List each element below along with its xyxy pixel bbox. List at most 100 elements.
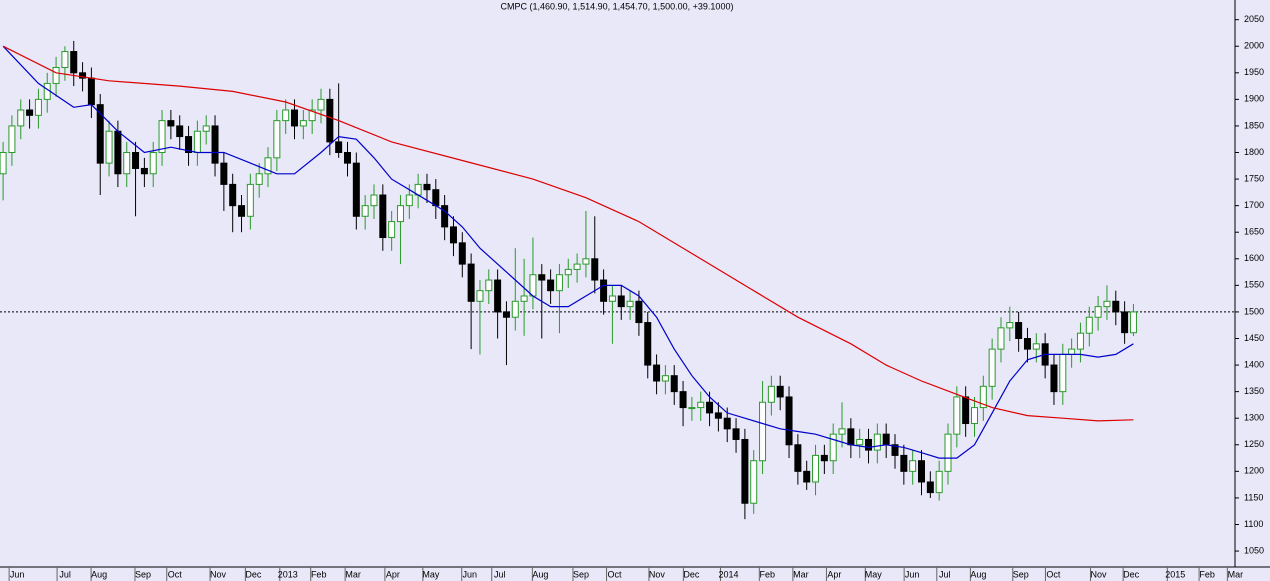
- candle-body: [714, 412, 722, 419]
- y-tick-label: 1850: [1244, 120, 1264, 130]
- candle-body: [388, 221, 396, 239]
- x-tick-label: Nov: [210, 569, 227, 579]
- candle-body: [661, 375, 669, 382]
- candle-body: [158, 120, 166, 154]
- candle-body: [1085, 316, 1093, 334]
- candle-body: [865, 438, 873, 451]
- y-tick-label: 1300: [1244, 413, 1264, 423]
- x-tick-label: Mar: [345, 569, 361, 579]
- y-tick-label: 1650: [1244, 227, 1264, 237]
- candle-body: [670, 375, 678, 393]
- candle-body: [511, 300, 519, 318]
- y-tick-label: 1350: [1244, 386, 1264, 396]
- candle-body: [0, 152, 7, 175]
- candle-body: [87, 77, 95, 106]
- candle-body: [1103, 300, 1111, 308]
- candle-body: [953, 396, 961, 435]
- candle-body: [803, 470, 811, 483]
- moving-average-line: [2, 45, 1134, 459]
- x-tick-label: Jun: [462, 569, 477, 579]
- candle-body: [282, 109, 290, 122]
- y-tick-label: 1200: [1244, 466, 1264, 476]
- chart-title: CMPC (1,460.90, 1,514.90, 1,454.70, 1,50…: [501, 1, 734, 11]
- candle-body: [494, 279, 502, 313]
- x-tick-label: Jun: [905, 569, 920, 579]
- candle-body: [635, 300, 643, 324]
- candle-body: [326, 98, 334, 143]
- x-tick-label: Aug: [532, 569, 548, 579]
- y-tick-label: 1250: [1244, 439, 1264, 449]
- candle-body: [193, 130, 201, 154]
- candle-body: [838, 428, 846, 435]
- candle-body: [299, 120, 307, 127]
- x-tick-label: Mar: [793, 569, 809, 579]
- candle-body: [1112, 300, 1120, 313]
- candle-body: [1023, 337, 1031, 350]
- x-tick-label: Aug: [970, 569, 986, 579]
- candle-body: [820, 454, 828, 462]
- x-tick-label: Nov: [649, 569, 666, 579]
- candle-body: [246, 183, 254, 217]
- x-tick-label: Dec: [683, 569, 700, 579]
- x-tick-label: Dec: [245, 569, 262, 579]
- candle-body: [653, 364, 661, 382]
- candle-body: [785, 396, 793, 446]
- x-tick-label: Mar: [1228, 569, 1244, 579]
- candle-body: [644, 322, 652, 366]
- candle-body: [591, 258, 599, 281]
- candle-body: [308, 109, 316, 122]
- x-tick-label: Jul: [494, 569, 506, 579]
- candle-body: [370, 194, 378, 207]
- candle-body: [573, 263, 581, 270]
- candle-body: [396, 205, 404, 223]
- x-tick-label: 2013: [278, 569, 298, 579]
- candle-body: [96, 104, 104, 164]
- y-tick-label: 1050: [1244, 545, 1264, 555]
- candle-body: [52, 66, 60, 84]
- x-tick-label: Oct: [608, 569, 623, 579]
- candle-body: [432, 189, 440, 207]
- candle-body: [61, 51, 69, 68]
- candle-body: [8, 125, 16, 154]
- candle-body: [317, 98, 325, 111]
- candle-body: [767, 385, 775, 403]
- candle-body: [229, 183, 237, 207]
- candle-body: [997, 327, 1005, 350]
- candle-body: [502, 311, 510, 318]
- candle-body: [759, 401, 767, 462]
- candle-body: [918, 460, 926, 483]
- y-tick-label: 1550: [1244, 280, 1264, 290]
- x-tick-label: Jun: [10, 569, 25, 579]
- y-tick-label: 1150: [1244, 492, 1263, 502]
- candle-body: [220, 162, 228, 185]
- candle-body: [114, 130, 122, 175]
- moving-average-line: [2, 45, 1134, 422]
- candle-body: [202, 125, 210, 132]
- x-tick-label: 2015: [1165, 569, 1185, 579]
- y-tick-label: 1100: [1244, 519, 1263, 529]
- candle-body: [1068, 348, 1076, 355]
- candle-body: [1050, 364, 1058, 393]
- candle-body: [882, 433, 890, 446]
- candle-body: [176, 125, 184, 138]
- candle-body: [847, 428, 855, 446]
- candle-body: [1094, 306, 1102, 318]
- candle-body: [467, 263, 475, 302]
- candle-body: [529, 274, 537, 297]
- candle-body: [17, 109, 25, 127]
- x-tick-label: Feb: [311, 569, 327, 579]
- x-tick-label: Apr: [386, 569, 400, 579]
- candle-body: [900, 454, 908, 472]
- x-tick-label: Oct: [1046, 569, 1061, 579]
- x-tick-label: 2014: [718, 569, 738, 579]
- candle-body: [458, 242, 466, 265]
- candle-body: [891, 444, 899, 456]
- candle-body: [1059, 353, 1067, 393]
- candle-body: [1015, 322, 1023, 339]
- candle-body: [962, 396, 970, 425]
- candle-body: [379, 194, 387, 239]
- candle-body: [856, 438, 864, 446]
- candle-body: [352, 162, 360, 217]
- candle-body: [697, 401, 705, 409]
